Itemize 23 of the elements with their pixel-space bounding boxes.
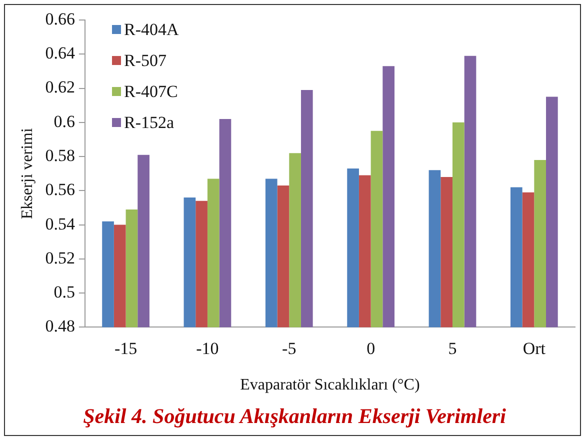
x-tick-label: 0 [366, 338, 376, 358]
text: Şekil 4. Soğutucu Akışkanların Ekserji Verimleri [83, 404, 506, 428]
y-tick-label: 0.5 [54, 282, 75, 302]
x-tick-label: Ort [522, 338, 546, 358]
y-tick-label: 0.62 [45, 78, 75, 97]
x-axis-title: Evaparatör Sıcaklıkları (°C) [240, 376, 420, 394]
x-tick-label: -5 [282, 338, 296, 358]
x-tick-label: 5 [448, 338, 457, 358]
legend-label: R-407C [124, 81, 178, 103]
y-tick-label: 0.56 [45, 180, 75, 200]
legend-label: R-152a [124, 112, 174, 134]
y-tick-label: 0.48 [45, 316, 75, 336]
y-tick-label: 0.58 [45, 146, 75, 165]
y-tick-label: 0.54 [45, 214, 76, 234]
y-tick-label: 0.64 [45, 44, 76, 63]
y-tick-label: 0.6 [54, 112, 75, 131]
x-tick-label: -10 [196, 338, 219, 358]
legend-label: R-404A [124, 19, 179, 41]
legend-label: R-507 [124, 50, 166, 72]
y-tick-label: 0.66 [45, 9, 75, 28]
y-tick-label: 0.52 [45, 248, 75, 268]
x-tick-label: -15 [114, 338, 138, 358]
y-axis-title: Ekserji verimi [18, 128, 36, 220]
